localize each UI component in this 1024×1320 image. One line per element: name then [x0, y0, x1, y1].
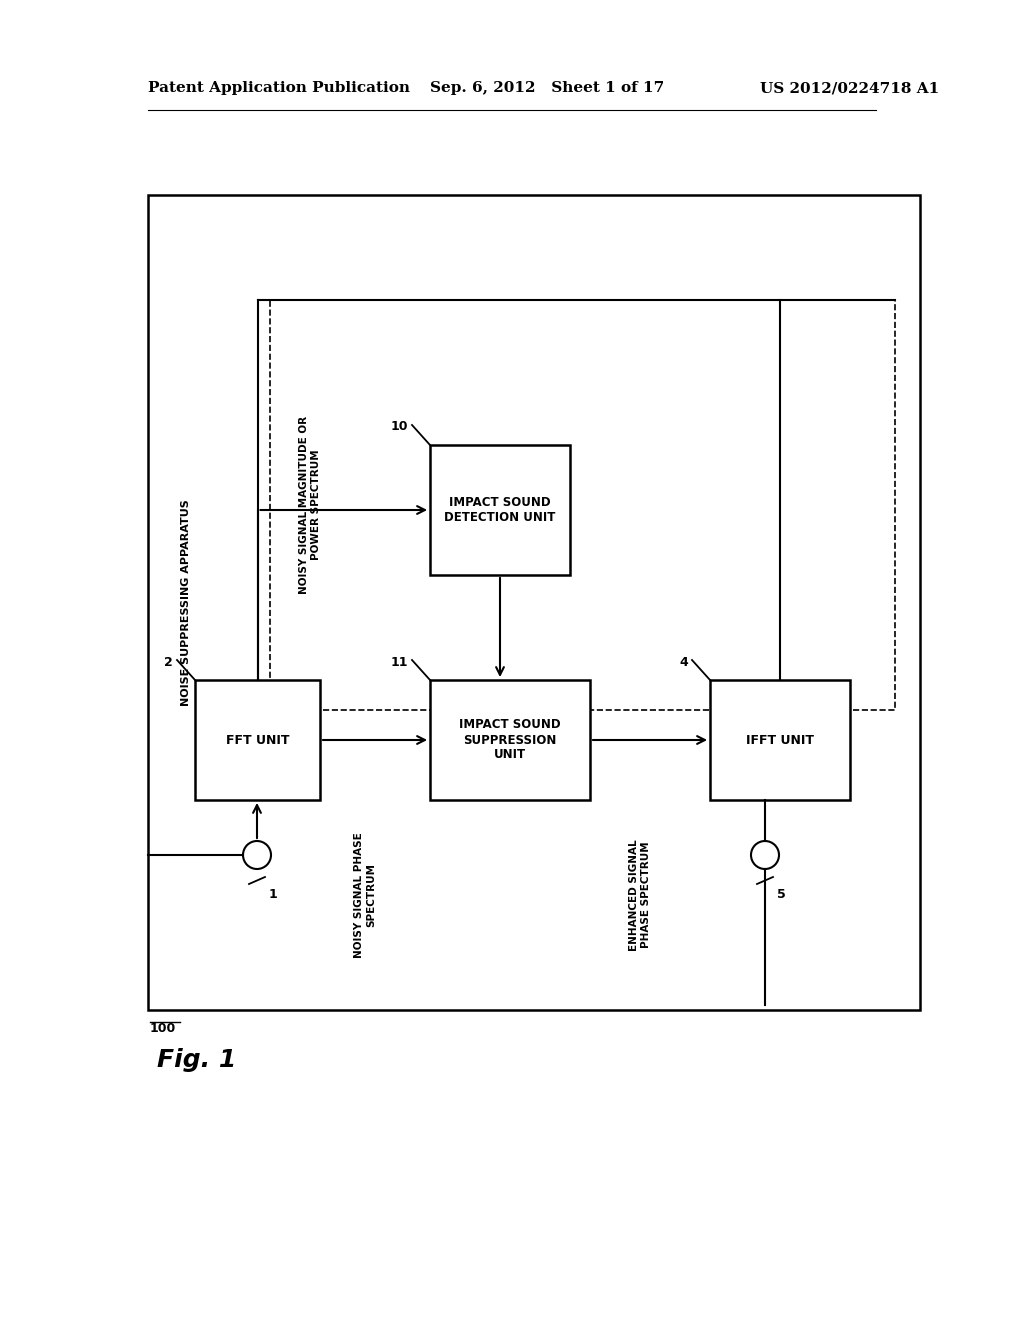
- Bar: [148, 195, 920, 1010]
- Text: Sep. 6, 2012   Sheet 1 of 17: Sep. 6, 2012 Sheet 1 of 17: [430, 81, 665, 95]
- Text: 5: 5: [777, 887, 785, 900]
- Bar: [430, 680, 590, 800]
- Text: Fig. 1: Fig. 1: [157, 1048, 237, 1072]
- Text: NOISY SIGNAL PHASE
SPECTRUM: NOISY SIGNAL PHASE SPECTRUM: [354, 832, 376, 958]
- Text: IMPACT SOUND
DETECTION UNIT: IMPACT SOUND DETECTION UNIT: [444, 496, 556, 524]
- Text: 4: 4: [679, 656, 688, 668]
- Bar: [270, 300, 895, 710]
- Text: 100: 100: [150, 1022, 176, 1035]
- Text: 11: 11: [390, 656, 408, 668]
- Text: 2: 2: [164, 656, 173, 668]
- Bar: [710, 680, 850, 800]
- Text: 1: 1: [269, 887, 278, 900]
- Text: 10: 10: [390, 421, 408, 433]
- Bar: [430, 445, 570, 576]
- Text: FFT UNIT: FFT UNIT: [225, 734, 289, 747]
- Text: NOISY SIGNAL MAGNITUDE OR
POWER SPECTRUM: NOISY SIGNAL MAGNITUDE OR POWER SPECTRUM: [299, 416, 321, 594]
- Text: NOISE SUPPRESSING APPARATUS: NOISE SUPPRESSING APPARATUS: [181, 499, 191, 706]
- Text: ENHANCED SIGNAL
PHASE SPECTRUM: ENHANCED SIGNAL PHASE SPECTRUM: [629, 840, 651, 950]
- Bar: [195, 680, 319, 800]
- Text: IMPACT SOUND
SUPPRESSION
UNIT: IMPACT SOUND SUPPRESSION UNIT: [459, 718, 561, 762]
- Text: Patent Application Publication: Patent Application Publication: [148, 81, 410, 95]
- Text: IFFT UNIT: IFFT UNIT: [746, 734, 814, 747]
- Text: US 2012/0224718 A1: US 2012/0224718 A1: [760, 81, 939, 95]
